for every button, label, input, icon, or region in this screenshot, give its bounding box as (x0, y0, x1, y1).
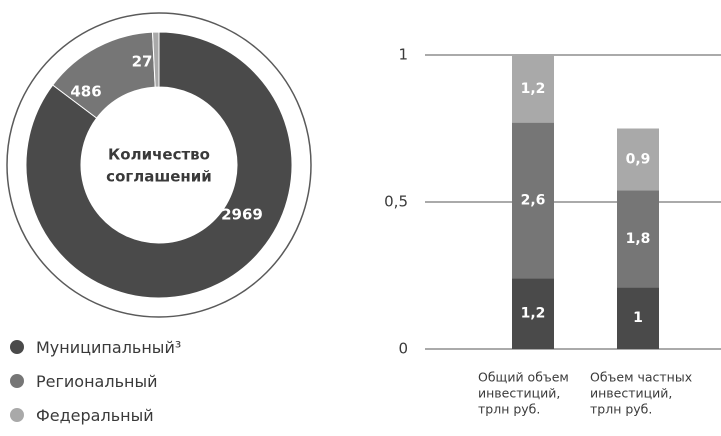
legend-swatch-regional (10, 374, 24, 388)
legend-label-regional: Региональный (36, 371, 158, 391)
x-category-label-0-line-2: трлн руб. (478, 402, 540, 417)
legend-swatch-municipal (10, 340, 24, 354)
donut-slice-label-1: 486 (70, 83, 101, 101)
bar-1-segment-1-label: 1,8 (626, 231, 651, 247)
y-tick-label-1: 0,5 (384, 193, 408, 211)
legend-label-federal: Федеральный (36, 405, 154, 425)
y-tick-label-2: 1 (398, 46, 408, 64)
bar-1-segment-1 (617, 190, 659, 288)
donut-slice-0 (25, 31, 293, 299)
donut-slice-label-2: 27 (132, 53, 153, 71)
y-tick-label-0: 0 (398, 340, 408, 358)
bar-0-segment-0 (512, 278, 554, 349)
bar-1-segment-2-label: 0,9 (626, 151, 651, 167)
x-category-label-0-line-0: Общий объем (478, 370, 569, 385)
bar-1-segment-0-label: 1 (633, 310, 643, 326)
legend-swatch-federal (10, 408, 24, 422)
donut-center-label-line-1: соглашений (106, 168, 212, 186)
bar-0-segment-0-label: 1,2 (521, 306, 546, 322)
bar-0-segment-2-label: 1,2 (521, 81, 546, 97)
legend-item-regional: Региональный (10, 364, 181, 398)
x-category-label-1-line-0: Объем частных (590, 370, 692, 385)
donut-slice-2 (151, 31, 160, 88)
bar-1-segment-0 (617, 287, 659, 349)
legend-item-federal: Федеральный (10, 398, 181, 432)
x-category-label-0-line-1: инвестиций, (478, 386, 560, 401)
legend-label-municipal: Муниципальный³ (36, 337, 182, 357)
x-category-label-1-line-2: трлн руб. (590, 402, 652, 417)
donut-outer-ring (6, 12, 312, 318)
donut-center-label-line-0: Количество (108, 146, 210, 164)
legend-item-municipal: Муниципальный³ (10, 330, 181, 364)
bar-0-segment-1 (512, 122, 554, 279)
bar-0-segment-1-label: 2,6 (521, 193, 546, 209)
bar-0-segment-2 (512, 55, 554, 123)
legend: Муниципальный³ Региональный Федеральный (10, 330, 181, 432)
donut-chart: 2969 486 27 Количество соглашений (6, 12, 312, 318)
x-category-label-1-line-1: инвестиций, (590, 386, 672, 401)
donut-slice-label-0: 2969 (221, 206, 263, 224)
bar-1-segment-2 (617, 128, 659, 191)
